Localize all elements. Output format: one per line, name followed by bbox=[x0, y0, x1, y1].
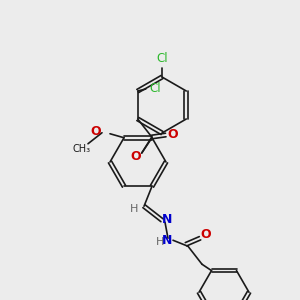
Text: CH₃: CH₃ bbox=[73, 144, 91, 154]
Text: N: N bbox=[162, 234, 172, 247]
Text: H: H bbox=[130, 204, 138, 214]
Text: O: O bbox=[130, 149, 141, 163]
Text: O: O bbox=[201, 228, 211, 241]
Text: O: O bbox=[91, 125, 101, 138]
Text: N: N bbox=[162, 213, 172, 226]
Text: H: H bbox=[156, 237, 164, 247]
Text: Cl: Cl bbox=[156, 52, 168, 65]
Text: O: O bbox=[167, 128, 178, 142]
Text: Cl: Cl bbox=[149, 82, 161, 95]
